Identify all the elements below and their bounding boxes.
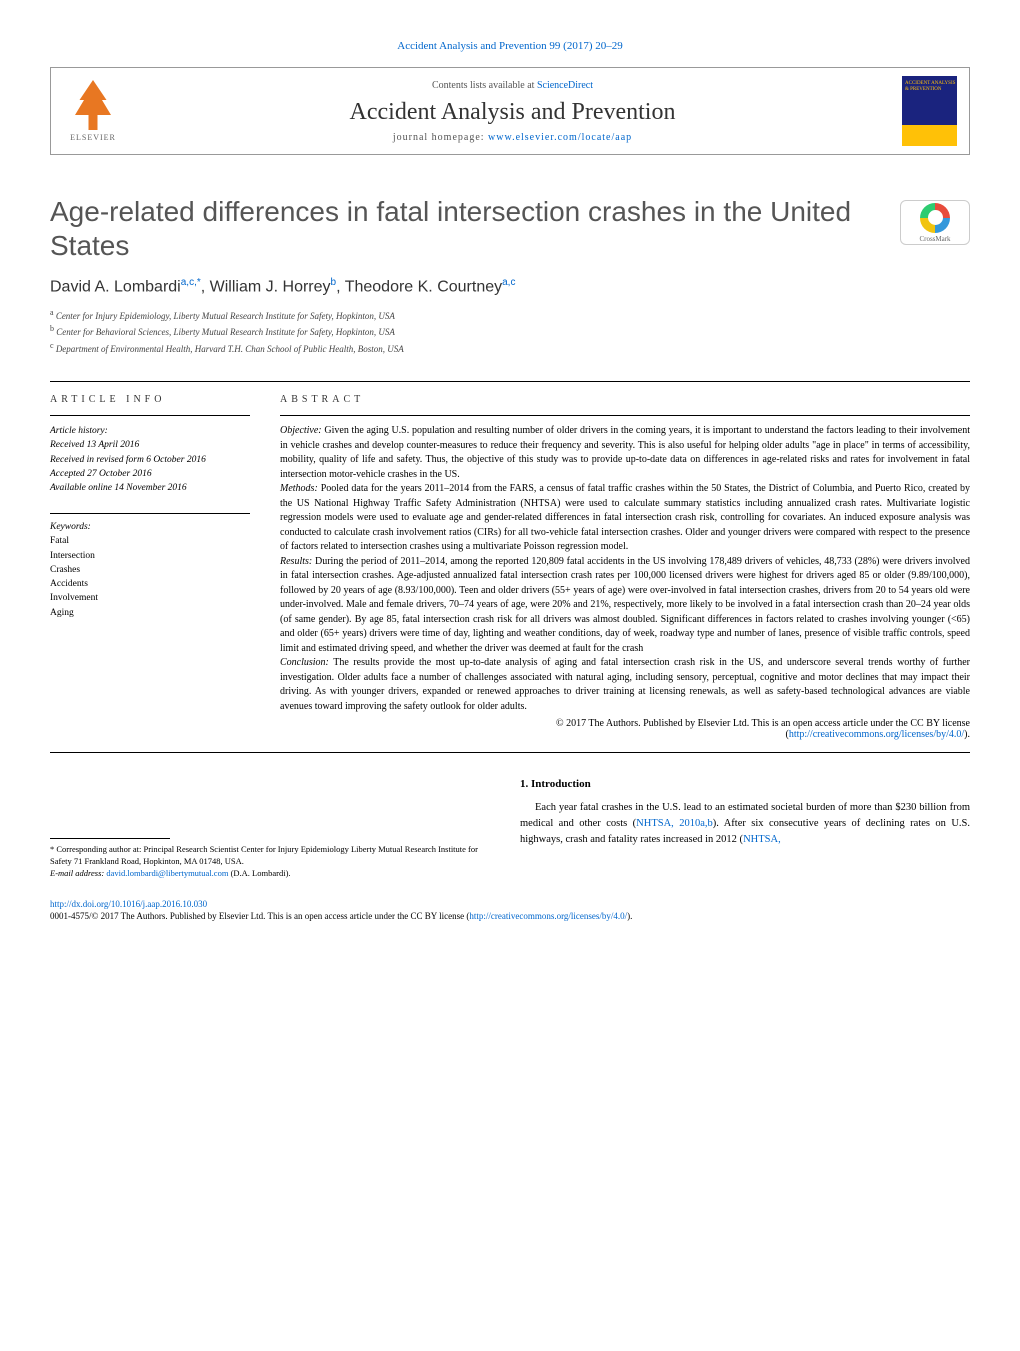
- crossmark-badge[interactable]: CrossMark: [900, 200, 970, 245]
- doi-link[interactable]: http://dx.doi.org/10.1016/j.aap.2016.10.…: [50, 899, 207, 909]
- crossmark-icon: [920, 203, 950, 233]
- divider-bottom: [50, 752, 970, 753]
- email-name: (D.A. Lombardi).: [231, 868, 291, 878]
- methods-text: Pooled data for the years 2011–2014 from…: [280, 483, 970, 552]
- methods-label: Methods:: [280, 483, 318, 494]
- introduction-column: 1. Introduction Each year fatal crashes …: [520, 778, 970, 880]
- objective-label: Objective:: [280, 425, 322, 436]
- article-info-column: ARTICLE INFO Article history: Received 1…: [50, 394, 250, 740]
- divider-top: [50, 381, 970, 382]
- footnotes: * Corresponding author at: Principal Res…: [50, 844, 490, 880]
- doi-close: ).: [627, 911, 632, 921]
- online-date: Available online 14 November 2016: [50, 481, 250, 495]
- journal-name: Accident Analysis and Prevention: [143, 99, 882, 126]
- keyword-item: Accidents: [50, 577, 250, 591]
- conclusion-label: Conclusion:: [280, 657, 329, 668]
- crossmark-label: CrossMark: [919, 235, 950, 243]
- cover-title: ACCIDENT ANALYSIS & PREVENTION: [905, 81, 957, 93]
- corresponding-author: * Corresponding author at: Principal Res…: [50, 844, 490, 868]
- footnote-column: * Corresponding author at: Principal Res…: [50, 778, 490, 880]
- accepted-date: Accepted 27 October 2016: [50, 467, 250, 481]
- issn-line: 0001-4575/© 2017 The Authors. Published …: [50, 911, 469, 921]
- results-label: Results:: [280, 556, 312, 567]
- email-label: E-mail address:: [50, 868, 104, 878]
- doi-block: http://dx.doi.org/10.1016/j.aap.2016.10.…: [50, 898, 970, 923]
- abstract-heading: ABSTRACT: [280, 394, 970, 405]
- keyword-item: Fatal: [50, 534, 250, 548]
- intro-ref1[interactable]: NHTSA, 2010a,b: [636, 818, 713, 829]
- elsevier-logo: ELSEVIER: [63, 76, 123, 146]
- copyright-line: © 2017 The Authors. Published by Elsevie…: [280, 718, 970, 740]
- affiliation-c: c Department of Environmental Health, Ha…: [50, 340, 970, 357]
- divider-info: [50, 415, 250, 416]
- conclusion-text: The results provide the most up-to-date …: [280, 657, 970, 712]
- results-text: During the period of 2011–2014, among th…: [280, 556, 970, 654]
- journal-reference: Accident Analysis and Prevention 99 (201…: [50, 40, 970, 52]
- revised-date: Received in revised form 6 October 2016: [50, 453, 250, 467]
- keyword-item: Involvement: [50, 591, 250, 605]
- journal-cover-icon: ACCIDENT ANALYSIS & PREVENTION: [902, 76, 957, 146]
- elsevier-tree-icon: [71, 80, 116, 130]
- authors-line: David A. Lombardia,c,*, William J. Horre…: [50, 277, 970, 296]
- contents-available: Contents lists available at ScienceDirec…: [143, 80, 882, 91]
- keywords-label: Keywords:: [50, 522, 250, 532]
- introduction-text: Each year fatal crashes in the U.S. lead…: [520, 800, 970, 847]
- history-label: Article history:: [50, 424, 250, 438]
- keywords-list: FatalIntersectionCrashesAccidentsInvolve…: [50, 534, 250, 620]
- affiliation-a: a Center for Injury Epidemiology, Libert…: [50, 307, 970, 324]
- article-history: Article history: Received 13 April 2016 …: [50, 424, 250, 495]
- homepage-link[interactable]: www.elsevier.com/locate/aap: [488, 132, 632, 143]
- sciencedirect-link[interactable]: ScienceDirect: [537, 80, 593, 91]
- email-line: E-mail address: david.lombardi@libertymu…: [50, 868, 490, 880]
- objective-text: Given the aging U.S. population and resu…: [280, 425, 970, 480]
- contents-prefix: Contents lists available at: [432, 80, 537, 91]
- license-link[interactable]: http://creativecommons.org/licenses/by/4…: [789, 729, 964, 740]
- divider-keywords: [50, 513, 250, 514]
- article-title: Age-related differences in fatal interse…: [50, 195, 880, 262]
- header-center: Contents lists available at ScienceDirec…: [143, 80, 882, 143]
- intro-ref2[interactable]: NHTSA,: [743, 834, 781, 845]
- keyword-item: Intersection: [50, 549, 250, 563]
- email-link[interactable]: david.lombardi@libertymutual.com: [106, 868, 228, 878]
- elsevier-label: ELSEVIER: [70, 133, 116, 142]
- affiliations: a Center for Injury Epidemiology, Libert…: [50, 307, 970, 357]
- homepage-prefix: journal homepage:: [393, 132, 488, 143]
- journal-homepage: journal homepage: www.elsevier.com/locat…: [143, 132, 882, 143]
- doi-license-link[interactable]: http://creativecommons.org/licenses/by/4…: [469, 911, 627, 921]
- received-date: Received 13 April 2016: [50, 438, 250, 452]
- abstract-column: ABSTRACT Objective: Given the aging U.S.…: [280, 394, 970, 740]
- footnote-divider: [50, 838, 170, 839]
- copyright-text: © 2017 The Authors. Published by Elsevie…: [556, 718, 970, 729]
- affiliation-b: b Center for Behavioral Sciences, Libert…: [50, 323, 970, 340]
- journal-header: ELSEVIER Contents lists available at Sci…: [50, 67, 970, 155]
- divider-abstract: [280, 415, 970, 416]
- keyword-item: Aging: [50, 606, 250, 620]
- keyword-item: Crashes: [50, 563, 250, 577]
- introduction-heading: 1. Introduction: [520, 778, 970, 790]
- article-info-heading: ARTICLE INFO: [50, 394, 250, 405]
- abstract-body: Objective: Given the aging U.S. populati…: [280, 424, 970, 714]
